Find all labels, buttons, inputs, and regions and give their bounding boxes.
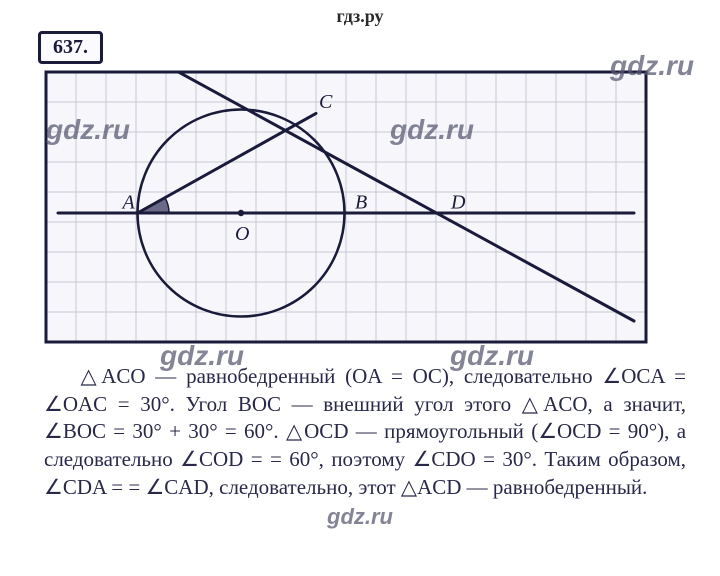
- problem-number: 637.: [38, 31, 103, 64]
- proof-line-1: △ACO — равнобедренный (OA = OC), следова…: [76, 364, 593, 388]
- problem-number-box: 637.: [0, 27, 720, 64]
- proof-text: △ACO — равнобедренный (OA = OC), следова…: [44, 363, 686, 502]
- geometry-diagram: A B C D O: [44, 70, 649, 355]
- svg-text:C: C: [319, 91, 333, 113]
- diagram-svg: A B C D O: [44, 70, 648, 344]
- svg-text:D: D: [450, 192, 466, 214]
- svg-text:A: A: [121, 192, 136, 214]
- svg-text:O: O: [235, 223, 249, 245]
- proof-line-6: = ∠CAD, следовательно, этот △ACD — равно…: [128, 475, 647, 499]
- page-title: гдз.ру: [0, 6, 720, 27]
- footer-watermark: gdz.ru: [0, 504, 720, 530]
- svg-text:B: B: [355, 192, 367, 214]
